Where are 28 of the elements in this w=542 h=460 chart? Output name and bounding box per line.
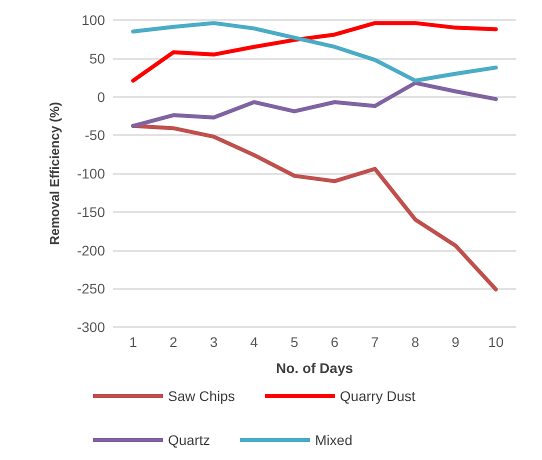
legend-label: Mixed	[315, 432, 352, 448]
y-tick-label: -50	[84, 127, 106, 144]
x-tick-label: 5	[290, 334, 298, 350]
line-series	[131, 124, 498, 292]
line-series	[131, 21, 498, 83]
x-tick-label: 8	[411, 334, 420, 350]
y-tick-label: -200	[76, 242, 106, 258]
y-tick-label: -100	[76, 166, 106, 182]
y-tick-label: -300	[76, 319, 106, 335]
y-tick-label: 50	[89, 50, 106, 66]
legend-label: Quarry Dust	[340, 388, 416, 404]
x-tick-label: 9	[452, 334, 460, 350]
x-tick-label: 10	[488, 334, 504, 350]
y-tick-label: -150	[76, 204, 106, 220]
legend-label: Quartz	[168, 432, 210, 448]
legend-label: Saw Chips	[168, 388, 235, 404]
y-axis-title: Removal Efficiency (%)	[47, 102, 62, 246]
y-tick-label: -250	[76, 280, 106, 297]
x-axis-title: No. of Days	[276, 360, 354, 376]
x-tick-label: 1	[129, 334, 138, 350]
line-series	[131, 80, 498, 128]
x-tick-label: 4	[250, 334, 258, 350]
x-tick-label: 7	[371, 334, 380, 350]
x-tick-label: 2	[170, 334, 178, 350]
x-tick-label: 3	[210, 334, 218, 350]
x-tick-label: 6	[330, 334, 339, 350]
y-tick-label: 0	[97, 88, 106, 105]
y-tick-label: 100	[82, 12, 106, 28]
